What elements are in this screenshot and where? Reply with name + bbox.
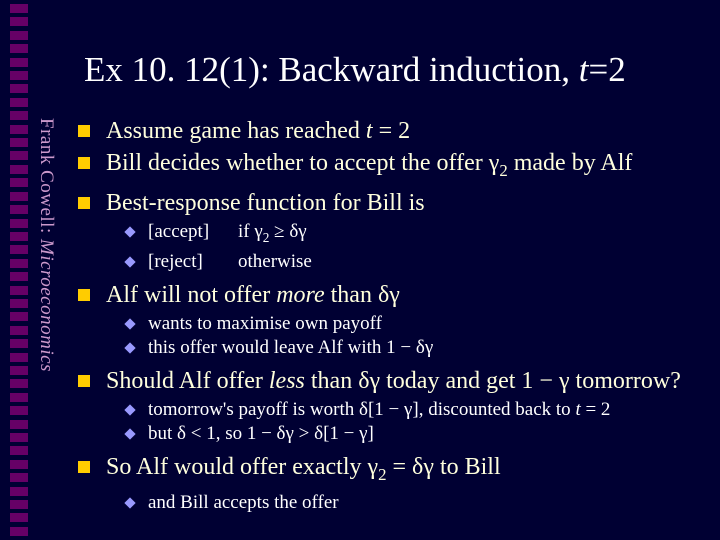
square-bullet-icon: [78, 461, 90, 473]
diamond-bullet-icon: [124, 342, 135, 353]
bullet-l2: but δ < 1, so 1 − δγ > δ[1 − γ]: [126, 422, 698, 446]
bullet-text: tomorrow's payoff is worth δ[1 − γ], dis…: [148, 398, 610, 422]
diamond-bullet-icon: [124, 498, 135, 509]
bullet-l1: Should Alf offer less than δγ today and …: [78, 366, 698, 396]
bullet-text: this offer would leave Alf with 1 − δγ: [148, 336, 433, 360]
bullet-text: [reject]otherwise: [148, 250, 312, 274]
bullet-l2: [accept]if γ2 ≥ δγ: [126, 220, 698, 250]
title-post: =2: [589, 50, 626, 89]
square-bullet-icon: [78, 125, 90, 137]
square-bullet-icon: [78, 157, 90, 169]
left-decoration-rail: [10, 4, 30, 536]
square-bullet-icon: [78, 375, 90, 387]
bullet-text: Alf will not offer more than δγ: [106, 280, 400, 310]
bullet-l2: [reject]otherwise: [126, 250, 698, 274]
diamond-bullet-icon: [124, 404, 135, 415]
bullet-l1: Best-response function for Bill is: [78, 188, 698, 218]
bullet-l2: this offer would leave Alf with 1 − δγ: [126, 336, 698, 360]
bullet-text: Bill decides whether to accept the offer…: [106, 148, 632, 186]
bullet-text: Best-response function for Bill is: [106, 188, 425, 218]
bullet-l2: and Bill accepts the offer: [126, 491, 698, 515]
diamond-bullet-icon: [124, 428, 135, 439]
slide-content: Assume game has reached t = 2 Bill decid…: [78, 116, 698, 521]
title-var: t: [579, 50, 589, 89]
sidebar-author: Frank Cowell:: [36, 118, 57, 239]
sidebar-work: Microeconomics: [36, 239, 57, 372]
square-bullet-icon: [78, 289, 90, 301]
bullet-l2: wants to maximise own payoff: [126, 312, 698, 336]
bullet-text: Assume game has reached t = 2: [106, 116, 410, 146]
sidebar-attribution: Frank Cowell: Microeconomics: [33, 118, 57, 478]
bullet-text: and Bill accepts the offer: [148, 491, 339, 515]
bullet-text: Should Alf offer less than δγ today and …: [106, 366, 681, 396]
diamond-bullet-icon: [124, 318, 135, 329]
bullet-text: wants to maximise own payoff: [148, 312, 382, 336]
bullet-text: [accept]if γ2 ≥ δγ: [148, 220, 307, 250]
diamond-bullet-icon: [124, 226, 135, 237]
bullet-text: So Alf would offer exactly γ2 = δγ to Bi…: [106, 452, 501, 490]
square-bullet-icon: [78, 197, 90, 209]
slide-title: Ex 10. 12(1): Backward induction, t=2: [84, 50, 626, 90]
bullet-l1: Bill decides whether to accept the offer…: [78, 148, 698, 186]
bullet-l1: Assume game has reached t = 2: [78, 116, 698, 146]
bullet-l1: So Alf would offer exactly γ2 = δγ to Bi…: [78, 452, 698, 490]
bullet-l1: Alf will not offer more than δγ: [78, 280, 698, 310]
bullet-l2: tomorrow's payoff is worth δ[1 − γ], dis…: [126, 398, 698, 422]
diamond-bullet-icon: [124, 256, 135, 267]
bullet-text: but δ < 1, so 1 − δγ > δ[1 − γ]: [148, 422, 374, 446]
title-pre: Ex 10. 12(1): Backward induction,: [84, 50, 579, 89]
